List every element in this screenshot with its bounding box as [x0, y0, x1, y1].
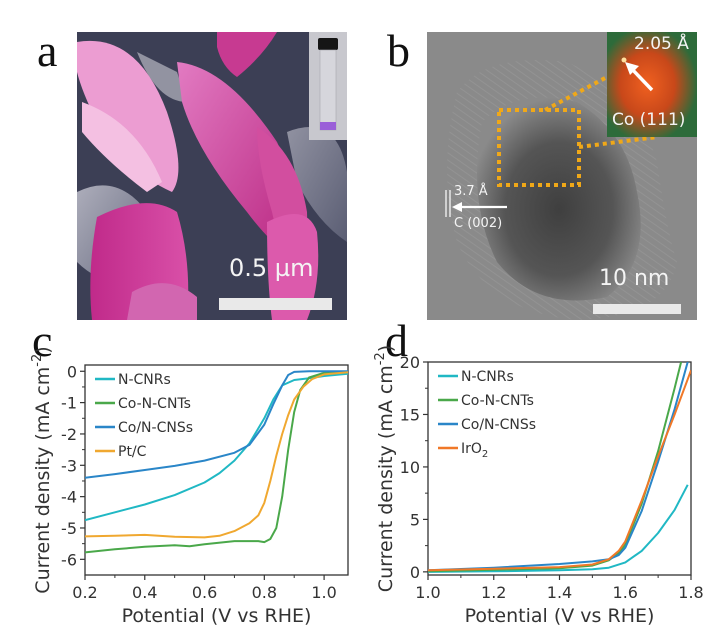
highlight-box	[497, 108, 581, 187]
pink-flake	[267, 214, 319, 320]
carbon-plane-label: C (002)	[454, 216, 503, 231]
vial-inset	[309, 32, 347, 140]
sem-image	[77, 32, 347, 320]
y-tick-label: -3	[61, 456, 77, 475]
cobalt-nanoparticle	[477, 97, 641, 301]
panel-label-d: d	[385, 315, 408, 366]
x-tick-label: 0.4	[132, 583, 157, 602]
y-tick-label: 5	[410, 510, 420, 529]
y-tick-label: 15	[400, 405, 420, 424]
series-line-n-cnrs	[428, 484, 689, 573]
tem-image	[427, 32, 697, 320]
series-line-pt-c	[85, 371, 348, 539]
x-tick-label: 0.8	[252, 583, 277, 602]
chart-c-orr-polarization: 0.2 0.4 0.6 0.8 1.0 0 -1 -2 -3 -4 -5 -6 Potential (V…	[30, 346, 349, 627]
arrow-head-icon	[625, 62, 639, 75]
gray-flake	[137, 52, 187, 102]
y-tick-label: 10	[400, 458, 420, 477]
lattice-marker	[445, 190, 507, 217]
legend-label: IrO2	[461, 441, 488, 460]
legend-label: Pt/C	[118, 444, 147, 460]
y-tick-label: -2	[61, 425, 77, 444]
series-line-co-n-cnts	[428, 362, 683, 573]
x-tick-label: 0.2	[72, 583, 97, 602]
legend-label: Co-N-CNTs	[461, 393, 534, 409]
panel-label-a: a	[37, 25, 58, 76]
x-axis-label: Potential (V vs RHE)	[465, 605, 655, 627]
y-axis-label: Current density (mA cm-2)	[30, 346, 54, 593]
y-tick-label: -1	[61, 394, 77, 413]
scale-bar-label: 0.5 µm	[229, 254, 314, 282]
pink-flake	[177, 62, 303, 262]
x-tick-label: 1.8	[678, 583, 703, 602]
zoom-line	[544, 75, 608, 112]
y-tick-label: -6	[61, 550, 77, 569]
y-tick-label: -5	[61, 519, 77, 538]
fft-spacing-label: 2.05 Å	[634, 34, 689, 54]
plot-frame	[84, 364, 349, 576]
vial-liquid	[320, 122, 336, 130]
y-tick-label: 0	[67, 362, 77, 381]
hrtem-image: 2.05 Å Co (111) 3.7 Å C (002) 10 nm	[427, 32, 697, 320]
sem-micrograph: 0.5 µm	[77, 32, 347, 320]
fft-spot	[621, 57, 627, 63]
series-line-iro2	[428, 370, 691, 572]
panel-label-c: c	[32, 315, 53, 366]
y-tick-label: 0	[410, 563, 420, 582]
y-tick-label: -4	[61, 488, 77, 507]
gray-flake	[287, 127, 347, 242]
light-pink-flake	[82, 102, 162, 192]
pink-flake	[127, 283, 197, 320]
legend-label: N-CNRs	[118, 372, 171, 388]
legend-label: Co-N-CNTs	[118, 396, 191, 412]
x-tick-label: 1.6	[613, 583, 638, 602]
carbon-spacing-label: 3.7 Å	[454, 184, 488, 199]
legend-label: Co/N-CNSs	[461, 417, 536, 433]
fft-plane-label: Co (111)	[612, 110, 686, 130]
x-tick-label: 1.0	[415, 583, 440, 602]
zoom-line	[578, 135, 658, 149]
x-tick-label: 1.2	[481, 583, 506, 602]
y-tick-label: 20	[400, 353, 420, 372]
x-tick-label: 1.4	[547, 583, 572, 602]
x-axis-label: Potential (V vs RHE)	[122, 605, 312, 627]
arrow-head-icon	[452, 202, 462, 212]
scale-bar	[219, 298, 332, 310]
chart-d-oer-polarization: 1.0 1.2 1.4 1.6 1.8 0 5 10 15 20 Potential (V vs R…	[373, 345, 704, 627]
legend-label: N-CNRs	[461, 369, 514, 385]
pink-flake	[217, 32, 277, 77]
panel-label-b: b	[387, 25, 410, 76]
series-line-co-n-cnss	[85, 370, 348, 479]
vial-cap	[318, 38, 338, 50]
y-axis-label: Current density (mA cm-2)	[373, 345, 397, 592]
scale-bar	[593, 304, 681, 314]
fft-inset	[607, 32, 697, 137]
x-tick-label: 1.0	[311, 583, 336, 602]
legend-label: Co/N-CNSs	[118, 420, 193, 436]
scale-bar-label: 10 nm	[599, 266, 670, 291]
light-pink-flake	[77, 40, 179, 193]
x-tick-label: 0.6	[192, 583, 217, 602]
